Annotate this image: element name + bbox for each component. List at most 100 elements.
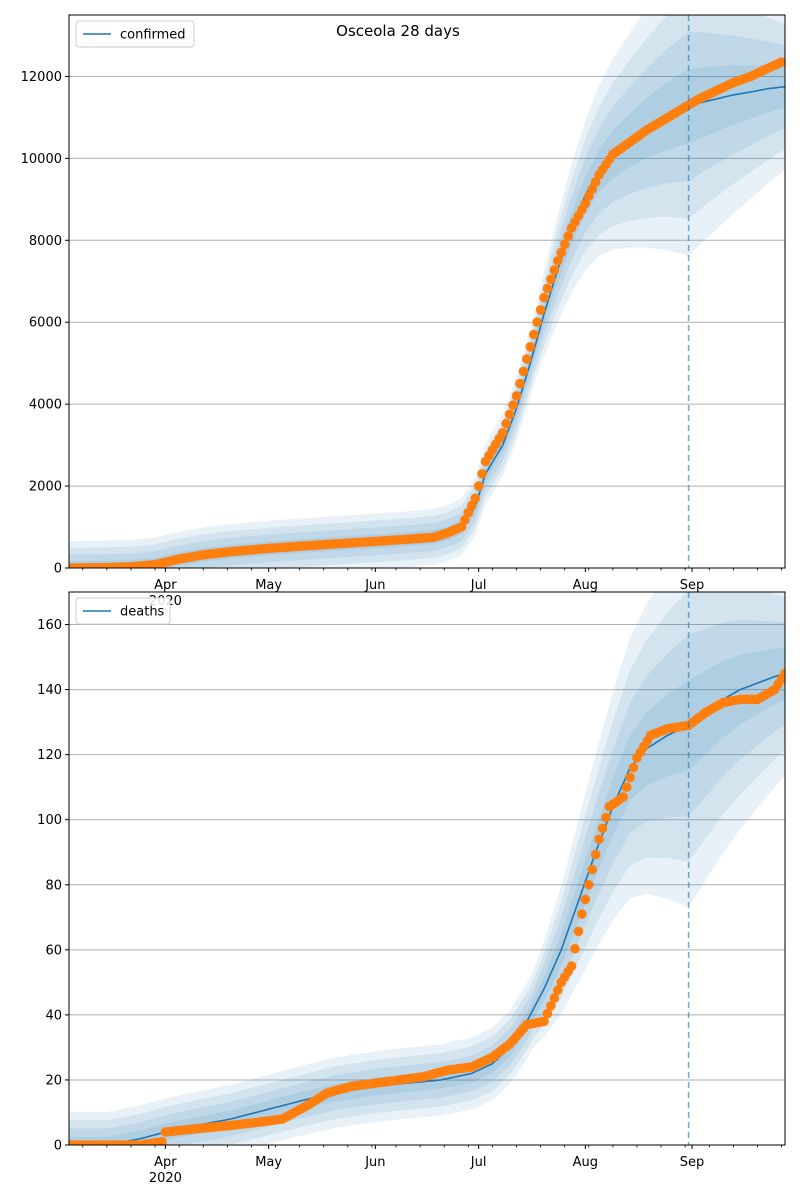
observed-point — [594, 834, 604, 845]
y-tick-label: 100 — [37, 813, 62, 828]
observed-point — [518, 366, 529, 377]
x-tick-label: Apr — [154, 578, 177, 593]
x-tick-label: Jul — [470, 1155, 487, 1170]
observed-point — [549, 993, 560, 1003]
x-tick-label: Sep — [680, 578, 705, 593]
y-tick-label: 80 — [45, 878, 62, 893]
observed-point — [563, 231, 573, 241]
x-tick-label: Jul — [470, 578, 487, 593]
observed-point — [477, 468, 487, 479]
observed-point — [628, 762, 639, 773]
observed-point — [597, 823, 608, 834]
observed-point — [580, 198, 591, 209]
observed-point — [546, 274, 556, 285]
x-tick-label: Aug — [573, 1155, 598, 1170]
x-tick-label: Jun — [364, 1155, 385, 1170]
legend: confirmed — [75, 20, 195, 48]
observed-point — [542, 1008, 553, 1019]
y-tick-label: 6000 — [29, 316, 62, 331]
x-tick-label: Apr — [154, 1155, 177, 1170]
observed-point — [546, 1000, 556, 1011]
y-tick-label: 2000 — [29, 480, 62, 495]
legend-label: deaths — [120, 605, 165, 620]
observed-point — [580, 894, 591, 905]
x-tick-label: May — [255, 1155, 282, 1170]
observed-point — [573, 926, 584, 937]
y-tick-label: 120 — [37, 748, 62, 763]
observed-point — [577, 909, 587, 919]
observed-point — [621, 782, 632, 792]
y-tick-label: 20 — [45, 1073, 62, 1088]
uncertainty-band — [69, 647, 785, 1145]
observed-point — [625, 772, 635, 783]
observed-point — [559, 239, 570, 250]
uncertainty-band — [69, 65, 785, 568]
x-tick-sublabel: 2020 — [149, 1171, 182, 1186]
observed-point — [535, 305, 546, 315]
observed-point — [542, 283, 553, 294]
x-tick-label: Jun — [364, 578, 385, 593]
uncertainty-band — [69, 15, 785, 568]
uncertainty-band — [69, 592, 785, 1145]
observed-point — [553, 255, 563, 266]
observed-point — [515, 378, 525, 389]
axes-frame — [68, 591, 786, 1146]
y-tick-label: 40 — [45, 1008, 62, 1023]
uncertainty-band — [69, 619, 785, 1145]
observed-point — [157, 1136, 167, 1145]
observed-point — [587, 864, 598, 875]
legend-box — [75, 597, 171, 625]
legend: deaths — [75, 597, 171, 625]
observed-point — [556, 247, 567, 258]
x-tick-label: May — [255, 578, 282, 593]
observed-point — [583, 191, 594, 202]
observed-point — [473, 481, 484, 491]
x-tick-label: Sep — [680, 1155, 705, 1170]
chart-title: Osceola 28 days — [336, 22, 460, 40]
observed-point — [590, 177, 601, 187]
observed-point — [618, 792, 629, 802]
observed-point — [460, 515, 470, 525]
observed-point — [590, 849, 601, 860]
observed-point — [587, 184, 598, 194]
observed-point — [553, 985, 563, 995]
axes-frame — [68, 14, 786, 569]
observed-point — [601, 812, 611, 823]
plot-area — [69, 15, 785, 568]
y-tick-label: 0 — [54, 562, 62, 577]
x-tick-label: Aug — [573, 578, 598, 593]
y-tick-label: 160 — [37, 618, 62, 633]
legend-label: confirmed — [120, 28, 186, 43]
observed-point — [549, 265, 560, 275]
uncertainty-band — [69, 15, 785, 568]
observed-point — [522, 354, 532, 364]
y-tick-label: 60 — [45, 943, 62, 958]
observed-point — [456, 522, 467, 532]
observed-point — [497, 428, 508, 438]
confirmed-panel: 020004000600080001000012000Apr2020MayJun… — [21, 14, 786, 609]
observed-point — [566, 961, 577, 971]
observed-point — [583, 879, 594, 890]
observed-point — [776, 57, 785, 67]
y-tick-label: 8000 — [29, 234, 62, 249]
observed-point — [508, 400, 518, 410]
uncertainty-band — [69, 592, 785, 1145]
observed-point — [463, 507, 474, 518]
observed-point — [466, 500, 477, 511]
observed-point — [539, 292, 549, 303]
observed-point — [511, 391, 522, 401]
observed-point — [570, 943, 580, 954]
observed-point — [539, 1016, 549, 1027]
y-tick-label: 12000 — [21, 70, 62, 85]
observed-point — [504, 409, 515, 420]
observed-point — [525, 342, 536, 352]
observed-point — [470, 493, 480, 504]
observed-point — [501, 418, 511, 429]
y-tick-label: 10000 — [21, 152, 62, 167]
y-tick-label: 140 — [37, 683, 62, 698]
plot-area — [69, 592, 785, 1145]
observed-point — [532, 317, 542, 328]
observed-point — [528, 329, 539, 340]
